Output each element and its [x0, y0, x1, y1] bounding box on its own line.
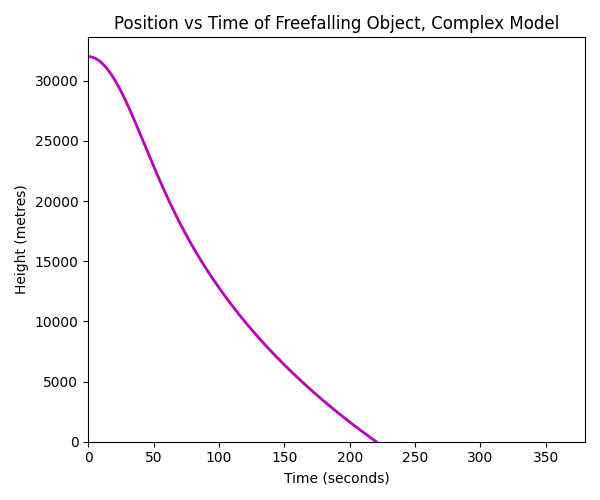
- X-axis label: Time (seconds): Time (seconds): [284, 471, 389, 485]
- Y-axis label: Height (metres): Height (metres): [15, 184, 29, 294]
- Title: Position vs Time of Freefalling Object, Complex Model: Position vs Time of Freefalling Object, …: [114, 15, 559, 33]
